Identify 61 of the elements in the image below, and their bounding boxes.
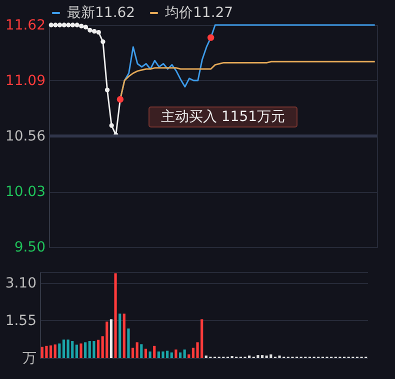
y-tick-label: 11.09 [5, 73, 46, 89]
point [92, 28, 97, 34]
point [57, 22, 62, 28]
bar [122, 314, 126, 358]
bar [136, 342, 138, 358]
y-tick-label: 1.55 [5, 312, 36, 329]
bar [49, 345, 52, 358]
y-tick-label: 10.56 [5, 128, 46, 144]
bar [260, 355, 264, 358]
point [100, 39, 106, 44]
bar [162, 351, 164, 358]
y-tick-label: 万 [22, 350, 36, 366]
point [207, 34, 214, 41]
bar [174, 350, 178, 358]
bar [75, 344, 78, 358]
bar [96, 340, 100, 358]
bar [256, 355, 260, 358]
y-tick-label: 11.62 [5, 18, 46, 34]
point [48, 22, 54, 28]
point [70, 22, 76, 28]
point [96, 30, 101, 35]
bar [80, 343, 82, 358]
legend-label: 最新11.62 [67, 5, 136, 21]
bar [88, 341, 91, 358]
point [66, 22, 71, 28]
point [53, 22, 58, 28]
bar [92, 341, 96, 358]
bar [58, 343, 61, 358]
bar [110, 319, 113, 358]
bar [183, 350, 186, 358]
y-tick-label: 9.50 [14, 240, 46, 256]
point [62, 22, 66, 28]
bar [178, 352, 182, 358]
point [109, 123, 114, 128]
bar [118, 314, 122, 358]
bar [66, 340, 70, 358]
point [88, 28, 92, 33]
legend-label: 均价11.27 [164, 5, 234, 21]
bar [140, 344, 143, 358]
bar [144, 348, 148, 358]
bar [270, 354, 272, 358]
bar [71, 341, 74, 358]
bar [106, 322, 108, 358]
y-tick-label: 3.10 [5, 275, 36, 292]
bar [131, 348, 134, 358]
bar [188, 354, 190, 358]
annotation: 主动买入 1151万元 [160, 109, 286, 125]
bar [148, 351, 152, 358]
point [104, 88, 110, 92]
bar [153, 346, 156, 358]
y-tick-label: 10.03 [5, 184, 46, 200]
bar [62, 340, 66, 358]
point [83, 24, 88, 30]
bar [54, 344, 56, 358]
point [74, 22, 80, 28]
bar [114, 273, 117, 358]
point [79, 24, 84, 28]
bar [170, 352, 173, 358]
bar [84, 342, 87, 358]
bar [127, 328, 130, 358]
bar [45, 346, 48, 358]
